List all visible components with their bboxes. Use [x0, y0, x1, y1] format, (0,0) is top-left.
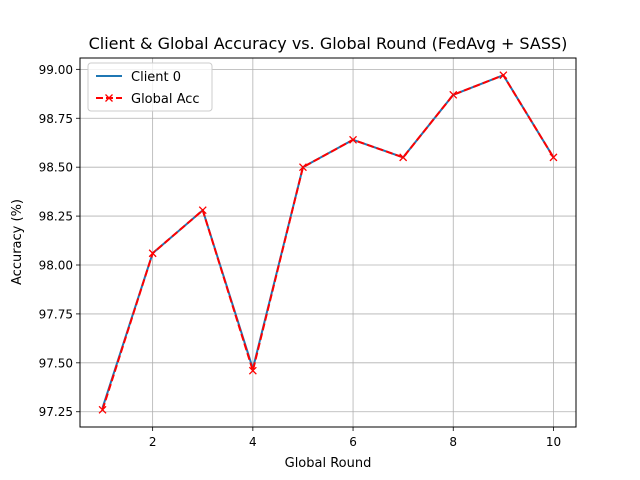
data-point-marker — [98, 405, 107, 414]
y-tick-label: 98.00 — [39, 259, 73, 273]
y-tick-label: 98.75 — [39, 112, 73, 126]
series-line-0 — [101, 74, 555, 409]
legend-marker — [105, 94, 113, 102]
y-tick-label: 97.50 — [39, 356, 73, 370]
legend-label-1: Global Acc — [131, 92, 200, 107]
y-tick-label: 98.25 — [39, 210, 73, 224]
data-point-marker — [298, 163, 307, 172]
x-axis-label: Global Round — [285, 456, 372, 471]
y-tick-label: 97.75 — [39, 307, 73, 321]
data-point-marker — [499, 71, 508, 80]
y-tick-label: 97.25 — [39, 405, 73, 419]
x-tick-label: 4 — [249, 435, 257, 449]
y-axis-label: Accuracy (%) — [10, 199, 25, 285]
data-point-marker — [349, 135, 358, 144]
grid-lines — [80, 58, 576, 427]
data-point-marker — [449, 90, 458, 99]
data-point-marker — [248, 366, 257, 375]
x-tick-label: 10 — [546, 435, 561, 449]
legend-label-0: Client 0 — [131, 70, 181, 85]
legend: Client 0 Global Acc — [87, 62, 213, 112]
plot-frame — [79, 57, 577, 428]
y-tick-label: 99.00 — [39, 63, 73, 77]
series-line-1 — [101, 74, 555, 411]
chart-title: Client & Global Accuracy vs. Global Roun… — [89, 34, 568, 53]
x-tick-label: 6 — [349, 435, 357, 449]
data-point-marker — [198, 206, 207, 215]
x-tick-label: 2 — [149, 435, 157, 449]
y-tick-label: 98.50 — [39, 161, 73, 175]
data-point-marker — [148, 249, 157, 258]
data-point-marker — [549, 153, 558, 162]
series-layer — [98, 71, 558, 414]
x-tick-label: 8 — [449, 435, 457, 449]
axis-ticks: 2 4 6 8 10 97.25 97.50 97.75 98.00 98.25 98.50 98.7… — [39, 63, 561, 449]
data-point-marker — [399, 153, 408, 162]
